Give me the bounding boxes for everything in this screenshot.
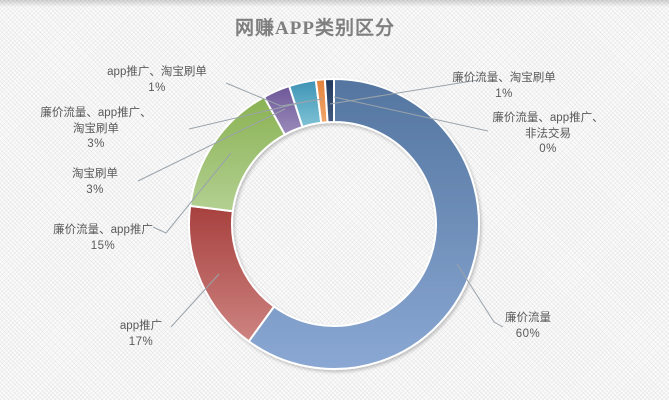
leader-line-7 xyxy=(333,96,489,132)
slice-label-percent: 1% xyxy=(148,81,166,94)
slice-label-text: 廉价流量 xyxy=(505,312,551,324)
slice-label-percent: 3% xyxy=(86,183,104,196)
pie-slice-1[interactable] xyxy=(188,204,276,343)
slice-label-4: 廉价流量、app推广、 淘宝刷单 3% xyxy=(40,106,151,153)
slice-label-text: app推广、淘宝刷单 xyxy=(107,66,207,78)
slice-label-percent: 1% xyxy=(495,87,513,100)
slice-label-7: 廉价流量、app推广、 非法交易 0% xyxy=(492,111,603,158)
slice-label-3: 淘宝刷单 3% xyxy=(72,167,118,198)
slice-label-percent: 60% xyxy=(515,327,541,340)
slice-label-percent: 15% xyxy=(90,239,116,252)
leader-line-3 xyxy=(137,108,286,182)
slice-label-percent: 17% xyxy=(128,335,154,348)
pie-slice-0[interactable] xyxy=(247,78,480,370)
slice-label-5: app推广、淘宝刷单 1% xyxy=(107,65,207,96)
pie-slice-2[interactable] xyxy=(189,95,286,213)
leader-line-4 xyxy=(188,100,309,130)
slice-label-percent: 0% xyxy=(539,143,557,155)
slice-label-0: 廉价流量 60% xyxy=(505,311,551,342)
slice-label-text: 非法交易 xyxy=(525,127,571,140)
slice-label-text: 廉价流量、app推广 xyxy=(53,224,153,236)
slice-label-text: app推广 xyxy=(119,320,163,332)
slice-label-text: 淘宝刷单 xyxy=(73,122,119,135)
leader-line-5 xyxy=(225,82,323,107)
leader-line-1 xyxy=(170,273,220,328)
slice-label-2: 廉价流量、app推广 15% xyxy=(53,223,153,254)
slice-label-6: 廉价流量、淘宝刷单 1% xyxy=(452,71,556,102)
slice-label-text: 廉价流量、app推广、 xyxy=(40,107,152,119)
slice-label-text: 廉价流量、app推广、 xyxy=(492,112,604,124)
slice-label-text: 淘宝刷单 xyxy=(72,168,118,180)
leader-line-6 xyxy=(329,79,479,105)
slice-label-text: 廉价流量、淘宝刷单 xyxy=(452,72,556,84)
leader-line-2 xyxy=(152,152,232,234)
leader-line-0 xyxy=(456,263,504,328)
chart-title: 网赚APP类别区分 xyxy=(235,18,395,39)
slice-label-percent: 3% xyxy=(87,138,105,150)
pie-slice-6[interactable] xyxy=(323,78,335,124)
slice-label-1: app推广 17% xyxy=(120,319,162,350)
